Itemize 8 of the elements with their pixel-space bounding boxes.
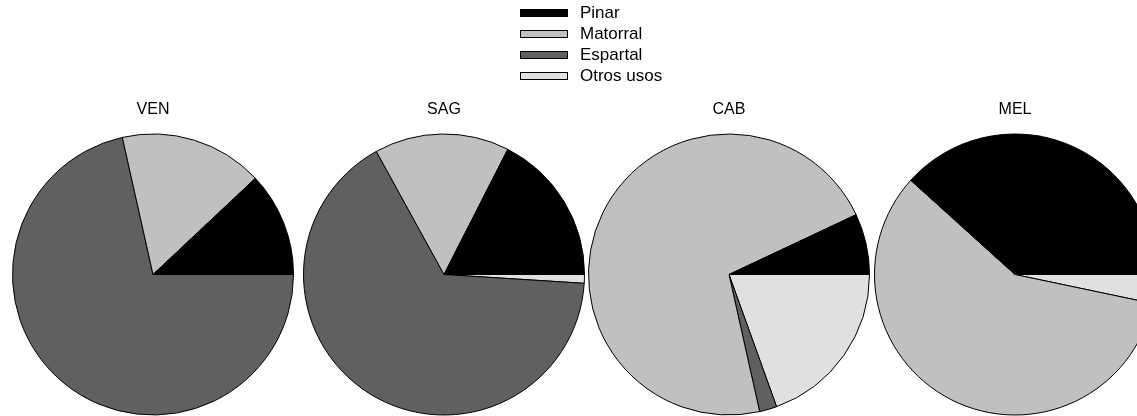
legend-label: Espartal <box>580 44 643 65</box>
chart-title: SAG <box>426 100 462 118</box>
legend-label: Pinar <box>580 2 620 23</box>
legend-label: Matorral <box>580 23 643 44</box>
chart-title: MEL <box>997 100 1033 118</box>
legend-label: Otros usos <box>580 65 663 86</box>
text: VEN <box>135 100 171 118</box>
chart-title: CAB <box>711 100 747 118</box>
